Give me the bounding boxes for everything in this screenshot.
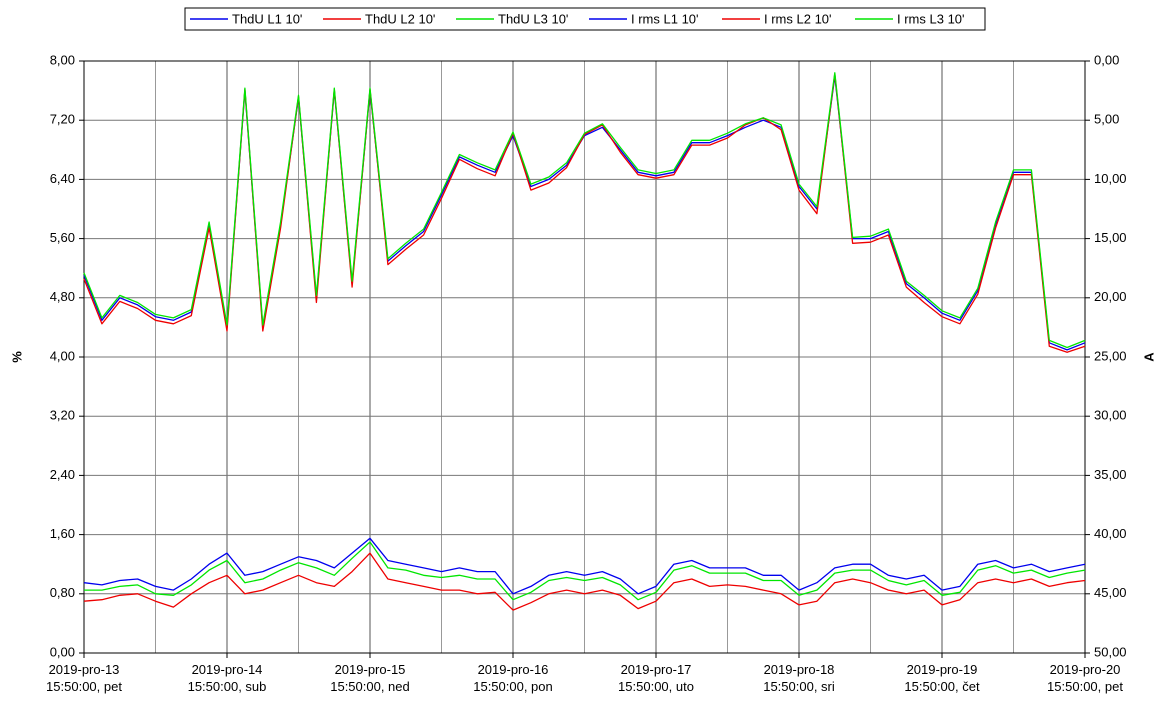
x-tick-label: 2019-pro-17 15:50:00, uto <box>618 662 694 694</box>
y-tick-label: 1,60 <box>50 526 75 541</box>
y2-tick-label: 35,00 <box>1094 467 1127 482</box>
y2-tick-label: 15,00 <box>1094 230 1127 245</box>
x-tick-label: 2019-pro-14 15:50:00, sub <box>187 662 267 694</box>
legend-label: I rms L1 10' <box>631 11 699 26</box>
y2-tick-label: 30,00 <box>1094 408 1127 423</box>
y2-tick-label: 10,00 <box>1094 171 1127 186</box>
x-tick-label: 2019-pro-20 15:50:00, pet <box>1047 662 1123 694</box>
y2-tick-label: 5,00 <box>1094 112 1119 127</box>
y-tick-label: 0,80 <box>50 585 75 600</box>
y2-tick-label: 0,00 <box>1094 52 1119 67</box>
x-tick-label: 2019-pro-18 15:50:00, sri <box>763 662 835 694</box>
y-tick-label: 8,00 <box>50 52 75 67</box>
legend-label: ThdU L2 10' <box>365 11 435 26</box>
y2-tick-label: 25,00 <box>1094 348 1127 363</box>
y2-tick-label: 20,00 <box>1094 289 1127 304</box>
legend-label: I rms L2 10' <box>764 11 832 26</box>
y2-tick-label: 40,00 <box>1094 526 1127 541</box>
legend-box <box>184 7 986 31</box>
legend-label: ThdU L3 10' <box>498 11 568 26</box>
y2-axis-label: A <box>1141 352 1156 362</box>
y-tick-label: 4,80 <box>50 289 75 304</box>
y-tick-label: 2,40 <box>50 467 75 482</box>
plot-frame <box>83 60 1086 654</box>
legend-label: I rms L3 10' <box>897 11 965 26</box>
y-tick-label: 6,40 <box>50 171 75 186</box>
x-tick-label: 2019-pro-19 15:50:00, čet <box>904 662 980 694</box>
x-tick-label: 2019-pro-16 15:50:00, pon <box>473 662 553 694</box>
x-tick-label: 2019-pro-15 15:50:00, ned <box>330 662 410 694</box>
legend-label: ThdU L1 10' <box>232 11 302 26</box>
x-tick-label: 2019-pro-13 15:50:00, pet <box>46 662 122 694</box>
y-tick-label: 3,20 <box>50 408 75 423</box>
series-line <box>83 72 1086 349</box>
y-axis-label: % <box>9 351 24 363</box>
y2-tick-label: 50,00 <box>1094 644 1127 659</box>
y-tick-label: 7,20 <box>50 112 75 127</box>
series-line <box>84 541 1086 601</box>
y-tick-label: 4,00 <box>50 348 75 363</box>
legend: ThdU L1 10' ThdU L2 10' ThdU L3 10' I rms L… <box>184 7 986 31</box>
series-line <box>83 537 1086 595</box>
y-tick-label: 0,00 <box>50 644 75 659</box>
series-line <box>83 552 1086 611</box>
y2-tick-label: 45,00 <box>1094 585 1127 600</box>
y-tick-label: 5,60 <box>50 230 75 245</box>
